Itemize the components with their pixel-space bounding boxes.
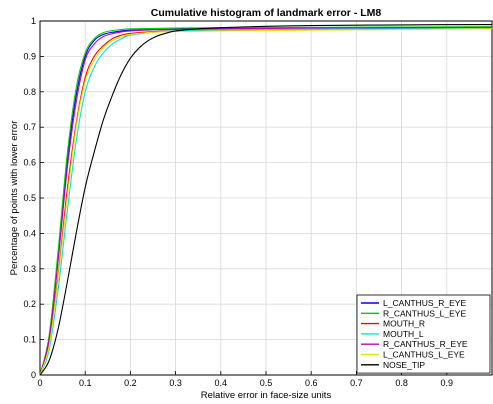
legend-label: NOSE_TIP — [383, 360, 425, 370]
x-tick-label: 0.6 — [305, 378, 318, 388]
axis-ticks: 0 0.1 0.2 0.3 0.4 0.5 0.6 0.7 0.8 0.9 0 0.1 0.2 0.3 0.… — [23, 16, 453, 388]
x-tick-label: 0.1 — [79, 378, 92, 388]
chart-title: Cumulative histogram of landmark error -… — [151, 7, 382, 19]
series-line-mouth-l — [39, 27, 493, 376]
x-tick-label: 0.5 — [260, 378, 273, 388]
series-line-nose-tip — [39, 23, 493, 376]
y-tick-label: 0.4 — [23, 228, 36, 238]
y-tick-label: 0.6 — [23, 158, 36, 168]
x-axis-label: Relative error in face-size units — [201, 390, 332, 401]
y-tick-label: 0.1 — [23, 335, 36, 345]
y-axis-label: Percentage of points with lower error — [9, 121, 20, 276]
y-tick-label: 0.2 — [23, 299, 36, 309]
grid-lines — [40, 21, 492, 375]
legend-label: L_CANTHUS_R_EYE — [383, 298, 466, 308]
x-tick-label: 0.3 — [169, 378, 182, 388]
legend-label: R_CANTHUS_L_EYE — [383, 308, 466, 318]
y-tick-label: 1 — [31, 16, 36, 26]
x-tick-label: 0.4 — [215, 378, 228, 388]
legend-label: MOUTH_L — [383, 329, 424, 339]
y-tick-label: 0.5 — [23, 193, 36, 203]
x-tick-label: 0.9 — [441, 378, 454, 388]
legend-label: L_CANTHUS_L_EYE — [383, 350, 465, 360]
y-tick-label: 0.3 — [23, 264, 36, 274]
series-line-r-canthus-r-eye — [39, 26, 493, 376]
y-tick-label: 0.7 — [23, 122, 36, 132]
legend-label: R_CANTHUS_R_EYE — [383, 339, 468, 349]
legend-label: MOUTH_R — [383, 319, 425, 329]
x-tick-label: 0 — [37, 378, 42, 388]
series-lines — [39, 23, 493, 376]
x-tick-label: 0.2 — [124, 378, 137, 388]
legend-box — [356, 294, 491, 374]
series-line-l-canthus-l-eye — [39, 28, 493, 376]
series-line-r-canthus-l-eye — [39, 26, 493, 376]
x-tick-label: 0.7 — [350, 378, 363, 388]
legend: L_CANTHUS_R_EYER_CANTHUS_L_EYEMOUTH_RMOU… — [356, 294, 491, 374]
x-tick-label: 0.8 — [395, 378, 408, 388]
y-tick-label: 0.8 — [23, 87, 36, 97]
y-tick-label: 0.9 — [23, 51, 36, 61]
y-tick-label: 0 — [31, 370, 36, 380]
